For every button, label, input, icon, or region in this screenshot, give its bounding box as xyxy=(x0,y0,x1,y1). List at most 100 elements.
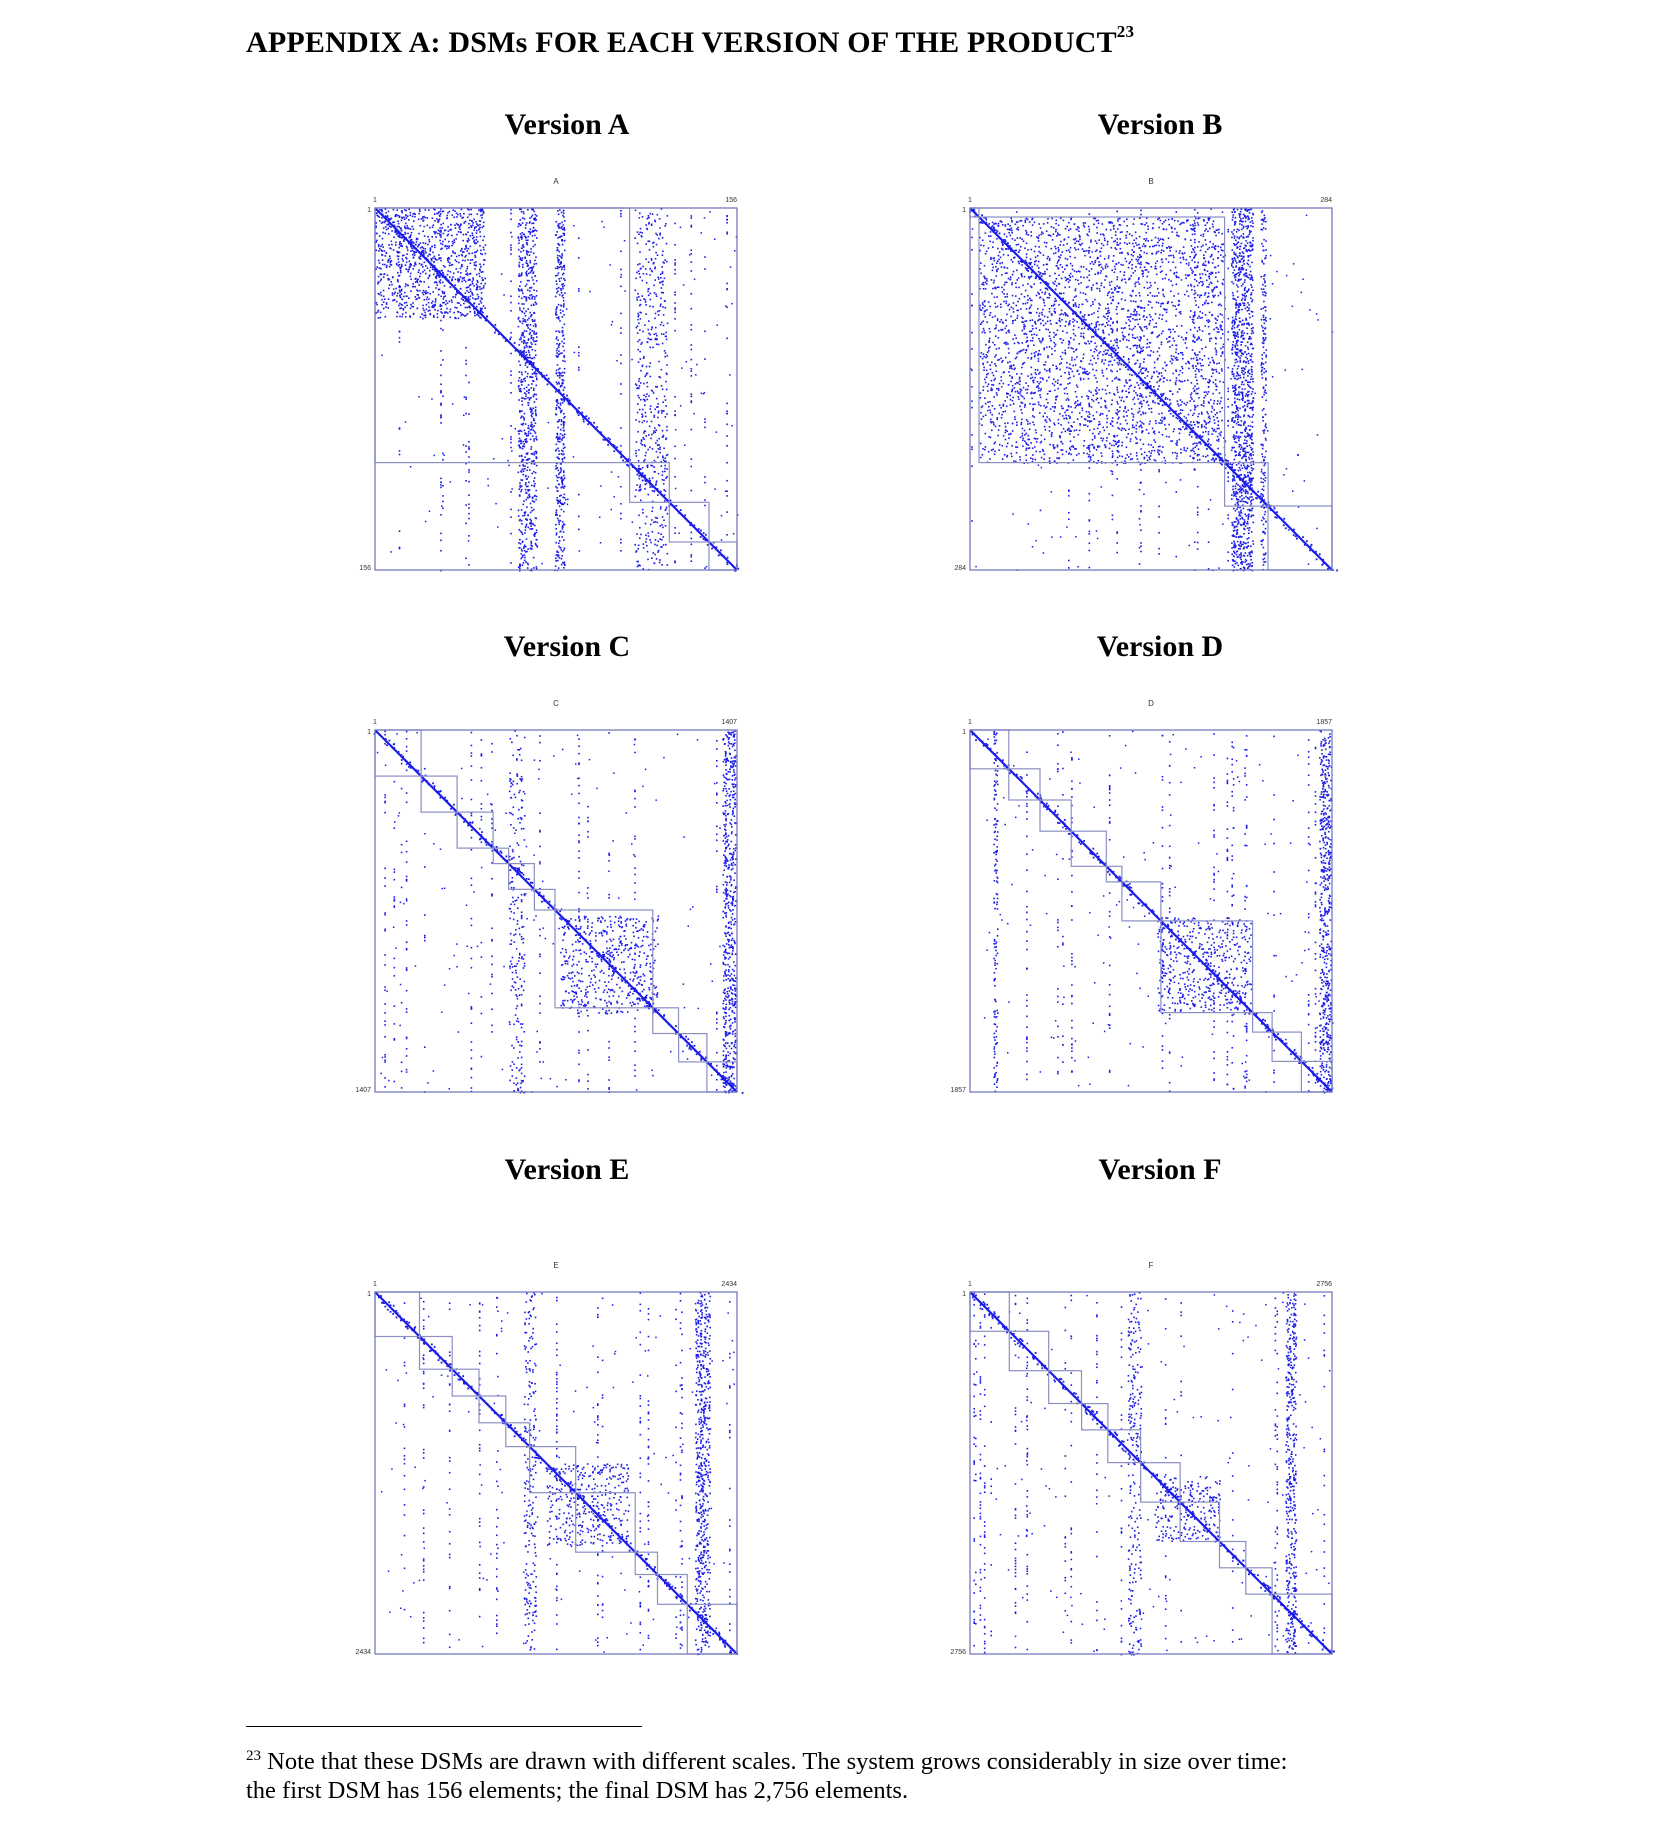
dependency-mark xyxy=(529,228,532,230)
dependency-mark xyxy=(675,505,678,507)
dependency-mark xyxy=(659,273,662,275)
dependency-mark xyxy=(1144,369,1147,372)
dependency-mark xyxy=(510,370,512,373)
dependency-mark xyxy=(1082,357,1084,360)
dependency-mark xyxy=(521,222,524,224)
dependency-mark xyxy=(399,294,401,297)
dependency-mark xyxy=(530,336,533,339)
dependency-mark xyxy=(726,561,728,564)
dependency-mark xyxy=(1163,221,1165,223)
dependency-mark xyxy=(651,477,654,479)
dependency-mark xyxy=(531,460,533,463)
dependency-mark xyxy=(1145,369,1148,371)
dependency-mark xyxy=(1104,349,1107,351)
dependency-mark xyxy=(659,234,661,236)
dependency-mark xyxy=(560,261,562,264)
dependency-mark xyxy=(468,413,470,415)
dependency-mark xyxy=(422,251,424,253)
dependency-mark xyxy=(1087,234,1089,237)
dependency-mark xyxy=(561,402,564,404)
dependency-mark xyxy=(533,452,535,454)
dependency-mark xyxy=(643,355,645,358)
dependency-mark xyxy=(995,327,997,329)
dependency-mark xyxy=(1146,375,1149,377)
dependency-mark xyxy=(642,543,645,545)
dependency-mark xyxy=(472,297,474,299)
dependency-mark xyxy=(1192,270,1194,273)
dependency-mark xyxy=(532,272,534,275)
dependency-mark xyxy=(523,559,526,562)
dependency-mark xyxy=(1023,326,1025,328)
dependency-mark xyxy=(660,291,663,294)
dependency-mark xyxy=(635,551,637,553)
dependency-mark xyxy=(393,299,396,301)
dependency-mark xyxy=(423,299,426,301)
dependency-mark xyxy=(645,313,647,315)
dependency-mark xyxy=(1164,219,1167,222)
dependency-mark xyxy=(1192,367,1195,369)
dependency-mark xyxy=(481,209,484,212)
dependency-mark xyxy=(990,387,993,390)
dependency-mark xyxy=(1109,221,1112,223)
dependency-mark xyxy=(1068,321,1071,324)
dependency-mark xyxy=(1117,441,1120,443)
dependency-mark xyxy=(657,276,660,279)
dependency-mark xyxy=(527,268,530,270)
dependency-mark xyxy=(654,521,657,523)
dependency-mark xyxy=(452,276,454,278)
dependency-mark xyxy=(562,381,564,384)
dependency-mark xyxy=(1189,394,1192,396)
dependency-mark xyxy=(1182,357,1184,360)
dependency-mark xyxy=(480,214,482,217)
dependency-mark xyxy=(565,498,567,501)
dependency-mark xyxy=(997,389,1000,392)
dependency-mark xyxy=(1201,316,1203,319)
dependency-mark xyxy=(523,549,526,552)
dependency-mark xyxy=(1087,340,1089,343)
dependency-mark xyxy=(560,469,563,472)
dependency-mark xyxy=(1141,329,1144,332)
dependency-mark xyxy=(527,489,529,491)
dependency-mark xyxy=(410,243,412,246)
dependency-mark xyxy=(639,398,642,401)
dependency-mark xyxy=(519,538,521,541)
dependency-mark xyxy=(495,502,497,505)
dependency-mark xyxy=(467,231,469,233)
dependency-mark xyxy=(1212,296,1215,298)
dependency-mark xyxy=(407,269,409,271)
dependency-mark xyxy=(645,541,647,543)
dependency-mark xyxy=(665,242,668,245)
dependency-mark xyxy=(654,408,656,411)
dependency-mark xyxy=(445,245,447,247)
dependency-mark xyxy=(1078,227,1080,229)
dependency-mark xyxy=(447,256,450,259)
dependency-mark xyxy=(419,272,422,275)
dependency-mark xyxy=(635,326,638,329)
dependency-mark xyxy=(532,556,535,559)
dependency-mark xyxy=(690,400,693,402)
dependency-mark xyxy=(559,373,561,375)
dependency-mark xyxy=(471,280,474,283)
dependency-mark xyxy=(1164,361,1166,364)
dependency-mark xyxy=(1025,442,1027,444)
dependency-mark xyxy=(638,217,640,219)
dependency-mark xyxy=(659,538,661,540)
dependency-mark xyxy=(389,260,392,263)
dependency-mark xyxy=(982,389,984,392)
dependency-mark xyxy=(1120,298,1123,300)
dependency-mark xyxy=(1060,309,1063,312)
dependency-mark xyxy=(557,554,559,556)
dependency-mark xyxy=(563,400,566,402)
dependency-mark xyxy=(465,247,468,249)
dependency-mark xyxy=(1044,361,1047,363)
dependency-mark xyxy=(611,320,614,323)
dependency-mark xyxy=(411,225,414,228)
dependency-mark xyxy=(1209,281,1212,284)
dependency-mark xyxy=(1049,337,1052,340)
dependency-mark xyxy=(524,285,527,287)
dependency-mark xyxy=(1011,430,1014,432)
dependency-mark xyxy=(409,466,412,468)
dependency-mark xyxy=(993,396,995,398)
dependency-mark xyxy=(404,306,406,309)
dependency-mark xyxy=(527,289,529,291)
